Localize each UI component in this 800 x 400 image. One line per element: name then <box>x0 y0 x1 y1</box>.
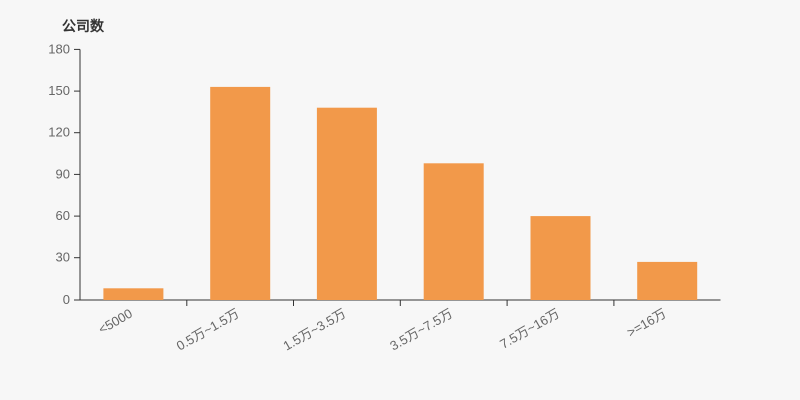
svg-text:120: 120 <box>48 125 70 140</box>
svg-text:150: 150 <box>48 83 70 98</box>
svg-text:60: 60 <box>56 208 70 223</box>
svg-text:30: 30 <box>56 250 70 265</box>
svg-text:180: 180 <box>48 41 70 56</box>
svg-text:90: 90 <box>56 166 70 181</box>
svg-text:0: 0 <box>63 292 70 307</box>
svg-text:公司数: 公司数 <box>62 18 105 34</box>
